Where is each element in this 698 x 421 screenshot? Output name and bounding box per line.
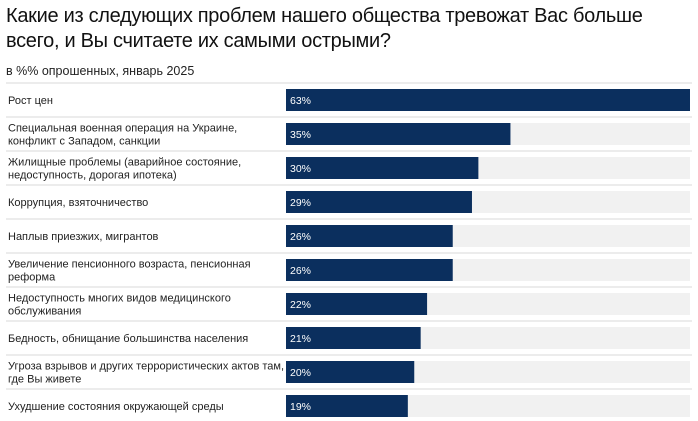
category-label: Бедность, обнищание большинства населени… xyxy=(8,333,248,345)
bar xyxy=(286,157,479,179)
category-label-line: Угроза взрывов и других террористических… xyxy=(8,361,284,373)
bar-value-label: 20% xyxy=(290,367,311,379)
category-label: Угроза взрывов и других террористических… xyxy=(8,361,284,386)
bar xyxy=(286,225,453,247)
chart-subtitle: в %% опрошенных, январь 2025 xyxy=(6,64,195,78)
category-label-line: обслуживания xyxy=(8,306,81,318)
chart-title: Какие из следующих проблем нашего общест… xyxy=(6,5,643,52)
bar xyxy=(286,191,472,213)
bar-value-label: 22% xyxy=(290,299,311,311)
category-label: Недоступность многих видов медицинского о… xyxy=(8,293,231,318)
category-label: Наплыв приезжих, мигрантов xyxy=(8,231,159,243)
category-label-line: Недоступность многих видов медицинского xyxy=(8,293,231,305)
category-label-line: где Вы живете xyxy=(8,374,81,386)
bar-value-label: 29% xyxy=(290,197,311,209)
category-label-line: конфликт с Западом, санкции xyxy=(8,136,160,148)
bar-value-label: 35% xyxy=(290,129,311,141)
category-label: Коррупция, взяточничество xyxy=(8,197,148,209)
category-label-line: реформа xyxy=(8,272,56,284)
category-label-line: Ухудшение состояния окружающей среды xyxy=(8,401,224,413)
category-label-line: Увеличение пенсионного возраста, пенсион… xyxy=(8,259,251,271)
bar-value-label: 63% xyxy=(290,95,311,107)
category-label-line: Бедность, обнищание большинства населени… xyxy=(8,333,248,345)
bar-value-label: 30% xyxy=(290,163,311,175)
category-label-line: Жилищные проблемы (аварийное состояние, xyxy=(8,157,241,169)
bar xyxy=(286,293,428,315)
bar xyxy=(286,361,415,383)
category-label: Ухудшение состояния окружающей среды xyxy=(8,401,224,413)
bar-value-label: 26% xyxy=(290,265,311,277)
category-label-line: Специальная военная операция на Украине, xyxy=(8,123,237,135)
bar xyxy=(286,259,453,281)
category-label-line: недоступность, дорогая ипотека) xyxy=(8,170,177,182)
category-label-line: Коррупция, взяточничество xyxy=(8,197,148,209)
bar-value-label: 26% xyxy=(290,231,311,243)
bar xyxy=(286,89,690,111)
bar xyxy=(286,327,421,349)
category-label-line: Наплыв приезжих, мигрантов xyxy=(8,231,159,243)
category-label-line: Рост цен xyxy=(8,95,53,107)
bar-value-label: 19% xyxy=(290,401,311,413)
category-label: Специальная военная операция на Украине,… xyxy=(8,123,237,148)
bar xyxy=(286,395,408,417)
bar-value-label: 21% xyxy=(290,333,311,345)
category-label: Жилищные проблемы (аварийное состояние, н… xyxy=(8,157,241,182)
category-label: Рост цен xyxy=(8,95,53,107)
category-label: Увеличение пенсионного возраста, пенсион… xyxy=(8,259,251,284)
bar xyxy=(286,123,511,145)
